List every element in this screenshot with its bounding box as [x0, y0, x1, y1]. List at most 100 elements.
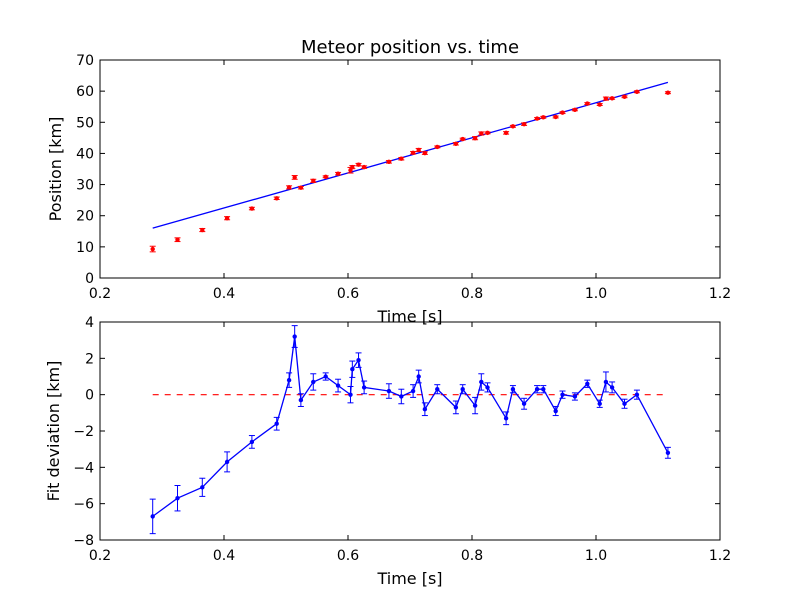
deviation-point	[665, 450, 671, 455]
position-point	[460, 136, 465, 142]
position-plot-xtick-label: 0.8	[461, 286, 483, 302]
position-plot-xlabel: Time [s]	[376, 307, 442, 326]
position-point	[410, 150, 416, 156]
deviation-point	[422, 407, 428, 412]
deviation-plot-ytick-label: −2	[73, 424, 94, 440]
deviation-point	[200, 485, 205, 490]
deviation-point	[323, 374, 328, 379]
deviation-point	[634, 392, 640, 397]
deviation-point	[553, 408, 558, 414]
position-plot-ticks: 0.2 0.4 0.6 0.8 1.0 1.2 0 10 20 30 40 50 60 70	[76, 53, 731, 302]
fit-line	[152, 81, 669, 229]
deviation-point	[399, 394, 404, 399]
deviation-point	[622, 401, 627, 406]
deviation-point	[521, 401, 527, 406]
deviation-point	[560, 392, 565, 397]
deviation-plot: 0.2 0.4 0.6 0.8 1.0 1.2 −8 −6 −4 −2 0 2 4 Time [s] F…	[44, 315, 731, 588]
position-point	[521, 121, 527, 127]
position-point	[175, 237, 180, 242]
position-plot-ytick-label: 40	[76, 146, 94, 162]
position-plot-title: Meteor position vs. time	[301, 37, 519, 58]
deviation-point	[335, 383, 341, 388]
position-plot: Meteor position vs. time 0.2 0.4 0.6 0.8 1.0…	[46, 37, 731, 326]
deviation-series-line	[152, 336, 669, 517]
deviation-point	[585, 381, 590, 386]
deviation-plot-ticks: 0.2 0.4 0.6 0.8 1.0 1.2 −8 −6 −4 −2 0 2 4	[73, 315, 731, 564]
deviation-point	[503, 416, 509, 421]
position-plot-ytick-label: 0	[85, 271, 94, 287]
position-point	[510, 124, 516, 129]
deviation-point	[292, 334, 297, 339]
position-point	[585, 101, 590, 106]
position-plot-ytick-label: 70	[76, 53, 94, 69]
deviation-plot-ytick-label: −4	[73, 460, 94, 476]
deviation-point	[386, 388, 392, 394]
deviation-plot-xtick-label: 0.6	[337, 548, 359, 564]
deviation-point	[609, 385, 615, 390]
deviation-point	[410, 388, 416, 394]
deviation-plot-ytick-label: 0	[85, 388, 94, 404]
position-plot-xtick-label: 0.6	[337, 286, 359, 302]
position-plot-xtick-label: 1.2	[709, 286, 731, 302]
deviation-point	[603, 379, 609, 385]
deviation-plot-xtick-label: 0.4	[213, 548, 235, 564]
deviation-point	[460, 387, 465, 392]
position-point	[298, 185, 304, 190]
position-point	[399, 156, 404, 161]
deviation-point	[361, 385, 367, 390]
deviation-plot-xlabel: Time [s]	[376, 569, 442, 588]
deviation-point	[572, 394, 578, 399]
deviation-point	[479, 379, 484, 385]
deviation-point	[175, 496, 180, 501]
position-point	[634, 89, 640, 94]
deviation-point	[435, 387, 440, 392]
deviation-plot-xtick-label: 1.0	[585, 548, 607, 564]
deviation-plot-marks	[149, 325, 671, 535]
deviation-point	[534, 387, 540, 392]
position-point	[224, 216, 230, 221]
position-point	[622, 94, 627, 99]
position-plot-xtick-label: 0.4	[213, 286, 235, 302]
position-point	[292, 175, 297, 180]
deviation-plot-xtick-label: 1.2	[709, 548, 731, 564]
position-point	[572, 107, 578, 113]
position-plot-ytick-label: 20	[76, 209, 94, 225]
deviation-point	[348, 392, 353, 397]
position-point	[541, 115, 546, 120]
deviation-point	[453, 405, 459, 410]
deviation-point	[350, 367, 355, 372]
deviation-plot-ytick-label: 2	[85, 351, 94, 367]
position-point	[665, 90, 671, 95]
position-point	[503, 130, 509, 136]
deviation-plot-xtick-label: 0.8	[461, 548, 483, 564]
deviation-point	[249, 439, 255, 445]
position-point	[356, 162, 361, 167]
deviation-plot-ytick-label: 4	[85, 315, 94, 331]
deviation-point	[356, 357, 361, 363]
position-point	[361, 164, 367, 170]
position-plot-xtick-label: 1.0	[585, 286, 607, 302]
deviation-plot-ylabel: Fit deviation [km]	[44, 361, 63, 502]
position-point	[479, 131, 484, 136]
position-point	[335, 171, 341, 176]
position-point	[350, 164, 355, 170]
position-plot-frame	[99, 59, 721, 279]
position-point	[609, 96, 615, 101]
deviation-point	[541, 387, 546, 392]
position-point	[323, 174, 328, 179]
deviation-point	[150, 514, 155, 519]
deviation-plot-ytick-label: −6	[73, 497, 94, 513]
deviation-point	[510, 387, 516, 392]
position-plot-xtick-label: 0.2	[89, 286, 111, 302]
deviation-point	[472, 403, 478, 408]
position-point	[603, 96, 609, 101]
deviation-plot-frame	[99, 321, 721, 541]
deviation-point	[286, 377, 292, 383]
position-point	[485, 130, 490, 136]
position-point	[286, 185, 292, 190]
position-point	[472, 135, 478, 141]
deviation-plot-xtick-label: 0.2	[89, 548, 111, 564]
deviation-point	[298, 397, 304, 403]
